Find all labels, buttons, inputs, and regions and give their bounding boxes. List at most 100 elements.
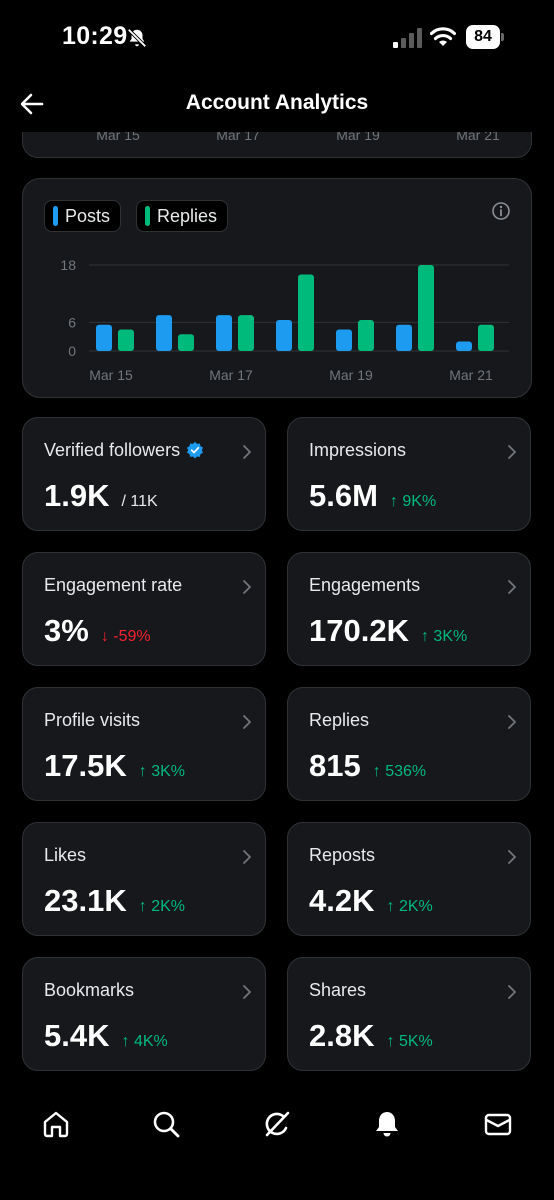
stat-label-text: Reposts [309, 845, 376, 865]
stat-total: / 11K [121, 493, 158, 510]
stat-delta: ↑ 3K% [139, 763, 185, 781]
stat-value-row: 1.9K / 11K [44, 478, 158, 514]
stat-card-reposts[interactable]: Reposts 4.2K ↑ 2K% [287, 822, 531, 936]
grok-icon[interactable] [261, 1108, 293, 1140]
stat-card-profile-visits[interactable]: Profile visits 17.5K ↑ 3K% [22, 687, 266, 801]
stat-label: Likes [44, 845, 86, 866]
stat-label: Engagement rate [44, 575, 182, 596]
bar-chart: 18 6 0 Mar 15 Mar 17 Mar 19 Mar 21 [60, 257, 509, 383]
chevron-right-icon [508, 715, 516, 729]
legend-posts[interactable]: Posts [44, 200, 122, 232]
stat-card-impressions[interactable]: Impressions 5.6M ↑ 9K% [287, 417, 531, 531]
notifications-icon[interactable] [371, 1108, 403, 1140]
bar-replies [298, 274, 314, 351]
stat-label-text: Impressions [309, 440, 407, 460]
stat-value: 1.9K [44, 478, 110, 513]
trend-up-arrow-icon: ↑ [138, 898, 147, 915]
stat-label: Impressions [309, 440, 406, 461]
stat-value-row: 2.8K ↑ 5K% [309, 1018, 433, 1054]
legend-replies[interactable]: Replies [136, 200, 229, 232]
legend-posts-label: Posts [65, 205, 111, 226]
bar-replies [118, 329, 134, 351]
status-time: 10:29 [62, 22, 128, 50]
y-tick-label: 0 [68, 343, 76, 359]
page-title: Account Analytics [185, 91, 369, 114]
chevron-right-icon [243, 715, 251, 729]
stat-label: Replies [309, 710, 369, 731]
messages-icon[interactable] [482, 1108, 514, 1140]
stat-card-shares[interactable]: Shares 2.8K ↑ 5K% [287, 957, 531, 1071]
bar-posts [456, 341, 472, 351]
stat-value-row: 170.2K ↑ 3K% [309, 613, 467, 649]
stat-card-verified-followers[interactable]: Verified followers 1.9K / 11K [22, 417, 266, 531]
stat-label: Verified followers [44, 440, 204, 461]
chevron-right-icon [508, 850, 516, 864]
stat-value-row: 23.1K ↑ 2K% [44, 883, 185, 919]
stat-label-text: Likes [44, 845, 87, 865]
stat-card-bookmarks[interactable]: Bookmarks 5.4K ↑ 4K% [22, 957, 266, 1071]
stat-label-text: Replies [309, 710, 370, 730]
y-tick-label: 18 [60, 257, 76, 273]
status-bar: 10:29 84 [0, 0, 554, 76]
battery-level: 84 [466, 25, 500, 49]
stat-label: Bookmarks [44, 980, 134, 1001]
stat-value-row: 3% ↓ -59% [44, 613, 151, 649]
chevron-right-icon [243, 850, 251, 864]
chevron-right-icon [508, 580, 516, 594]
stat-value: 4.2K [309, 883, 375, 918]
trend-up-arrow-icon: ↑ [138, 763, 147, 780]
trend-up-arrow-icon: ↑ [386, 1033, 395, 1050]
y-tick-label: 6 [68, 314, 76, 330]
stat-delta: ↑ 9K% [390, 493, 436, 511]
cellular-signal-icon [393, 28, 422, 48]
x-tick-label: Mar 19 [329, 367, 373, 383]
stat-value: 5.4K [44, 1018, 110, 1053]
chevron-right-icon [508, 985, 516, 999]
stat-delta: ↑ 536% [373, 763, 426, 781]
stat-delta-value: 4K% [133, 1033, 168, 1050]
bar-posts [96, 324, 112, 351]
battery-indicator: 84 [466, 25, 506, 49]
bar-posts [276, 319, 292, 351]
x-tick-label: Mar 17 [209, 367, 253, 383]
stat-delta: ↑ 2K% [386, 898, 432, 916]
stat-card-engagement-rate[interactable]: Engagement rate 3% ↓ -59% [22, 552, 266, 666]
home-icon[interactable] [40, 1108, 72, 1140]
stat-label-text: Profile visits [44, 710, 141, 730]
stat-delta-value: 5K% [398, 1033, 433, 1050]
stat-delta: ↑ 2K% [139, 898, 185, 916]
stat-label: Reposts [309, 845, 375, 866]
posts-replies-chart-card: Posts Replies 18 6 0 Mar 15 Mar 17 Mar 19 Mar … [22, 178, 532, 398]
trend-up-arrow-icon: ↑ [372, 763, 381, 780]
trend-up-arrow-icon: ↑ [121, 1033, 130, 1050]
bar-posts [156, 315, 172, 351]
stat-delta: ↓ -59% [101, 628, 151, 646]
stat-card-engagements[interactable]: Engagements 170.2K ↑ 3K% [287, 552, 531, 666]
bottom-navigation [0, 1092, 554, 1158]
stat-label-text: Engagements [309, 575, 421, 595]
legend-replies-label: Replies [157, 205, 218, 226]
stat-card-replies[interactable]: Replies 815 ↑ 536% [287, 687, 531, 801]
stat-value: 3% [44, 613, 89, 648]
stat-label-text: Engagement rate [44, 575, 183, 595]
silent-mode-icon [127, 28, 147, 48]
info-icon[interactable] [491, 201, 511, 221]
stat-value: 170.2K [309, 613, 409, 648]
bar-replies [178, 334, 194, 351]
legend-posts-swatch [53, 206, 58, 226]
search-icon[interactable] [150, 1108, 182, 1140]
back-arrow-icon[interactable] [16, 88, 48, 120]
stat-card-likes[interactable]: Likes 23.1K ↑ 2K% [22, 822, 266, 936]
trend-down-arrow-icon: ↓ [100, 628, 109, 645]
stat-value: 5.6M [309, 478, 378, 513]
stat-delta-value: -59% [113, 628, 151, 645]
stat-label: Shares [309, 980, 366, 1001]
stat-delta: ↑ 5K% [386, 1033, 432, 1051]
stat-value-row: 815 ↑ 536% [309, 748, 426, 784]
bar-posts [396, 324, 412, 351]
stat-label-text: Bookmarks [44, 980, 135, 1000]
stat-value: 17.5K [44, 748, 127, 783]
stat-value: 815 [309, 748, 361, 783]
wifi-icon [430, 27, 456, 46]
